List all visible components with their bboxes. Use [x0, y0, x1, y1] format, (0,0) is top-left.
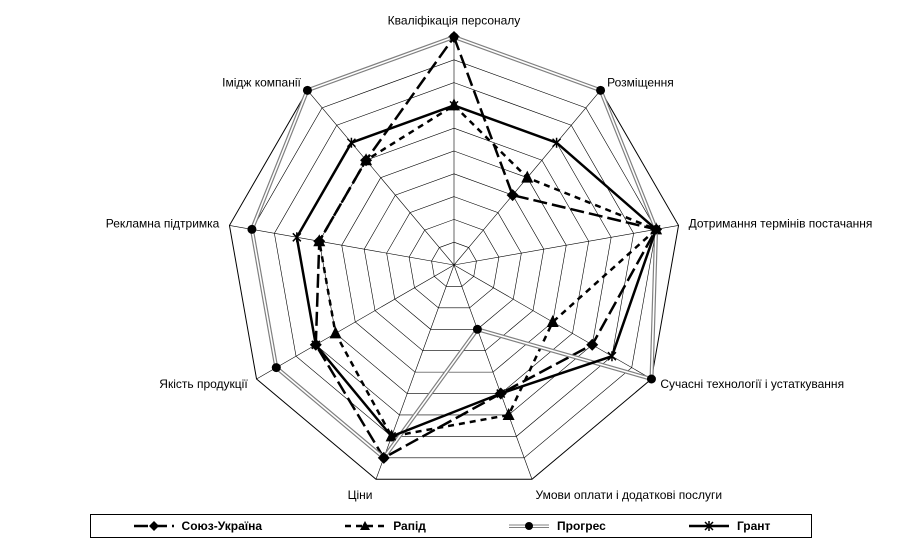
series-point-soiuz-ukraina	[506, 189, 519, 202]
legend-label-hrant: Грант	[736, 519, 771, 533]
legend-swatch-soiuz-ukraina	[133, 521, 174, 531]
axis-label-umovy-oplaty: Умови оплати і додаткові послуги	[535, 488, 722, 502]
series-point-hrant	[449, 100, 459, 111]
grid-ring	[386, 196, 522, 330]
axis-label-tsiny: Ціни	[348, 488, 373, 502]
legend-item-hrant: Грант	[687, 519, 770, 533]
series-line-progres-inner	[251, 36, 657, 459]
legend-item-progres: Прогрес	[507, 519, 606, 533]
grid-ring	[408, 219, 500, 309]
series-point-hrant	[292, 232, 302, 243]
legend-swatch-progres	[509, 522, 550, 530]
axis-label-dotrymannia-terminiv: Дотримання термінів постачання	[689, 217, 873, 231]
series-point-rapid	[313, 234, 326, 247]
series-point-progres	[646, 374, 656, 384]
series-point-progres	[449, 32, 459, 42]
legend-label-rapid: Рапід	[393, 519, 426, 533]
grid-ring	[363, 173, 545, 351]
grid-spoke	[375, 264, 455, 480]
series-point-hrant	[552, 137, 562, 148]
grid-ring	[341, 150, 567, 373]
axis-label-reklamna-pidtrymka: Рекламна підтримка	[106, 217, 220, 231]
series-point-progres	[596, 85, 606, 95]
axis-label-kvalifikatsiia: Кваліфікація персоналу	[388, 14, 521, 28]
grid-ring	[431, 241, 477, 287]
grid-spoke	[307, 90, 455, 266]
series-point-rapid	[502, 407, 515, 420]
series-point-progres	[247, 224, 257, 234]
series-line-hrant	[295, 104, 658, 438]
axis-label-suchasni-tekhnolohii: Сучасні технології і устаткування	[660, 377, 844, 391]
series-point-hrant	[496, 388, 506, 399]
radar-chart: Кваліфікація персоналу Розміщення Дотриман…	[106, 14, 873, 502]
series-point-hrant	[346, 137, 356, 148]
legend-label-soiuz-ukraina: Союз-Україна	[181, 519, 263, 533]
axis-label-imidzh-kompanii: Імідж компанії	[222, 75, 301, 89]
series-point-progres	[302, 85, 312, 95]
legend-swatch-rapid	[345, 521, 386, 530]
grid-spoke	[453, 225, 679, 266]
legend-item-soiuz-ukraina: Союз-Україна	[132, 519, 263, 533]
series-point-progres	[472, 324, 482, 334]
series-point-rapid	[546, 315, 559, 327]
axis-label-rozmishchennia: Розміщення	[607, 75, 674, 89]
series-point-rapid	[521, 170, 534, 183]
grid-ring	[251, 59, 657, 459]
series-line-soiuz-ukraina	[314, 34, 658, 460]
series-point-soiuz-ukraina	[586, 338, 599, 351]
series-point-hrant	[651, 224, 661, 235]
series-point-progres	[271, 363, 281, 373]
grid-spoke	[229, 225, 455, 266]
series-point-rapid	[329, 326, 342, 339]
legend-label-progres: Прогрес	[557, 519, 606, 533]
series-point-rapid	[360, 153, 373, 166]
grid-ring	[228, 36, 680, 480]
series-point-hrant	[387, 431, 397, 442]
grid-ring	[274, 82, 634, 437]
grid-spoke	[453, 264, 533, 480]
legend-swatch-hrant	[688, 521, 729, 531]
series-point-hrant	[311, 339, 321, 350]
grid-spoke	[256, 264, 455, 380]
axis-label-yakist-produktsii: Якість продукції	[159, 377, 248, 391]
legend-item-rapid: Рапід	[343, 519, 426, 533]
legend: Союз-Україна Рапід Прогрес Грант	[90, 514, 812, 538]
series-point-progres	[379, 453, 389, 463]
series-line-rapid	[317, 103, 659, 438]
series-point-hrant	[607, 351, 617, 362]
